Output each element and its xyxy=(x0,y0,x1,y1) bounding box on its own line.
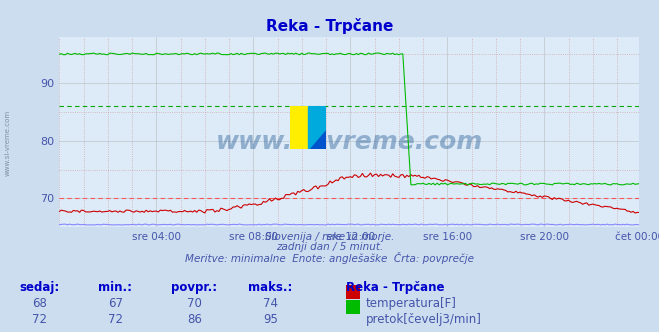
Text: povpr.:: povpr.: xyxy=(171,281,217,293)
Text: www.si-vreme.com: www.si-vreme.com xyxy=(215,129,483,153)
Text: 95: 95 xyxy=(263,313,277,326)
Text: Meritve: minimalne  Enote: anglešaške  Črta: povprečje: Meritve: minimalne Enote: anglešaške Črt… xyxy=(185,252,474,264)
Text: Reka - Trpčane: Reka - Trpčane xyxy=(266,18,393,34)
Bar xyxy=(346,285,360,299)
Text: 74: 74 xyxy=(263,297,277,310)
Polygon shape xyxy=(308,106,326,149)
Text: 72: 72 xyxy=(32,313,47,326)
Text: 67: 67 xyxy=(108,297,123,310)
Text: Slovenija / reke in morje.: Slovenija / reke in morje. xyxy=(265,232,394,242)
Text: min.:: min.: xyxy=(98,281,132,293)
Text: zadnji dan / 5 minut.: zadnji dan / 5 minut. xyxy=(276,242,383,252)
Text: sedaj:: sedaj: xyxy=(19,281,60,293)
Text: Reka - Trpčane: Reka - Trpčane xyxy=(346,281,444,293)
Bar xyxy=(290,106,308,149)
Polygon shape xyxy=(308,128,326,149)
Bar xyxy=(346,300,360,314)
Text: www.si-vreme.com: www.si-vreme.com xyxy=(5,110,11,176)
Text: pretok[čevelj3/min]: pretok[čevelj3/min] xyxy=(366,313,482,326)
Text: maks.:: maks.: xyxy=(248,281,293,293)
Text: 86: 86 xyxy=(187,313,202,326)
Text: 72: 72 xyxy=(108,313,123,326)
Text: temperatura[F]: temperatura[F] xyxy=(366,297,457,310)
Text: 68: 68 xyxy=(32,297,47,310)
Text: 70: 70 xyxy=(187,297,202,310)
